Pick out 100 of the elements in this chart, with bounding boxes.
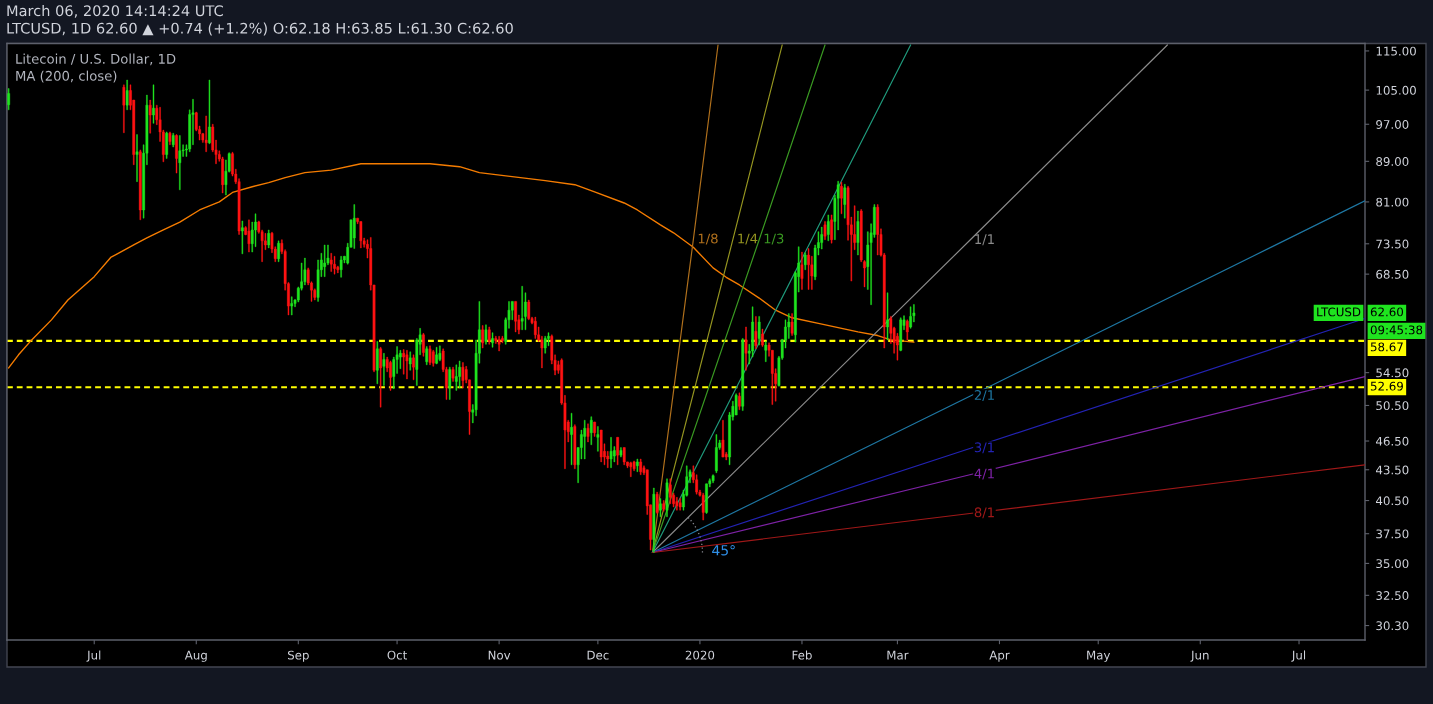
series-label: 1/8: [698, 233, 718, 245]
candlestick: [905, 319, 909, 341]
candlestick: [790, 313, 794, 336]
x-tick-label: Nov: [488, 650, 511, 660]
candlestick: [655, 491, 659, 514]
y-tick-label: 97.00: [1376, 119, 1409, 129]
candlestick: [668, 478, 672, 504]
candlestick: [757, 316, 761, 346]
candlestick: [520, 286, 524, 330]
candlestick: [741, 338, 745, 411]
y-tick-label: 89.00: [1376, 157, 1409, 166]
candlestick: [491, 332, 494, 348]
candlestick: [527, 299, 531, 321]
candlestick: [589, 416, 593, 445]
candlestick: [843, 184, 847, 219]
candlestick: [405, 350, 409, 380]
candlestick: [586, 423, 590, 443]
ref-line-label: 58.67: [1370, 342, 1403, 352]
candlestick: [570, 413, 573, 466]
x-tick-label: May: [1087, 650, 1111, 662]
candlestick: [622, 447, 626, 466]
candlestick: [458, 360, 461, 389]
candlestick: [204, 115, 208, 152]
candlestick: [701, 492, 705, 521]
candlestick: [754, 316, 758, 350]
candlestick: [168, 131, 172, 145]
annotation: LTCUSD: [1317, 307, 1361, 317]
candlestick: [662, 500, 666, 512]
candlestick: [609, 437, 613, 468]
candlestick: [744, 326, 748, 371]
candlestick: [178, 135, 182, 191]
y-tick-label: 35.00: [1376, 559, 1409, 569]
y-tick-label: 46.50: [1375, 436, 1409, 446]
candlestick: [339, 256, 343, 278]
candlestick: [826, 214, 830, 242]
candlestick: [382, 353, 386, 386]
candlestick: [171, 133, 175, 148]
candlestick: [738, 392, 741, 410]
line-series: [7, 163, 915, 369]
x-tick-label: Aug: [184, 650, 207, 662]
candlestick: [856, 210, 860, 256]
x-tick-label: Jun: [1190, 650, 1209, 662]
series-label: 3/1: [974, 442, 994, 454]
candlestick: [389, 360, 392, 391]
y-tick-label: 54.50: [1376, 368, 1409, 378]
y-tick-label: 32.50: [1376, 591, 1409, 600]
y-tick-label: 105.00: [1376, 85, 1416, 95]
series-label: 4/1: [974, 468, 994, 480]
candlestick: [678, 498, 682, 511]
candlestick: [899, 317, 903, 352]
candlestick: [711, 474, 715, 484]
y-tick-label: 81.00: [1376, 197, 1409, 207]
text: Litecoin / U.S. Dollar, 1D: [16, 53, 176, 66]
candlestick: [909, 306, 912, 329]
candlestick: [675, 497, 679, 511]
text: MA (200, close): [16, 70, 117, 83]
candlestick: [543, 336, 547, 354]
series-label: 8/1: [974, 507, 994, 519]
candlestick: [352, 204, 356, 249]
candlestick: [876, 204, 880, 256]
candlestick: [7, 88, 11, 111]
candlestick: [629, 461, 633, 477]
candlestick: [803, 252, 807, 270]
candlestick: [408, 351, 412, 371]
candlestick: [454, 364, 458, 391]
candlestick: [435, 347, 438, 365]
candlestick: [290, 296, 294, 316]
candlestick: [665, 478, 669, 518]
candlestick: [359, 221, 363, 249]
candlestick: [277, 240, 280, 262]
candlestick: [487, 326, 491, 345]
candlestick: [583, 420, 587, 460]
candlestick: [514, 301, 517, 333]
candlestick: [375, 341, 379, 385]
x-tick-label: Dec: [587, 650, 609, 660]
candlestick: [596, 426, 600, 452]
candlestick: [461, 362, 465, 389]
text: LTCUSD, 1D 62.60 ▲ +0.74 (+1.2%) O:62.18 H:63.85 L:61.30 C:62.60: [7, 22, 513, 36]
x-tick-label: Mar: [887, 650, 909, 660]
candlestick: [840, 181, 843, 214]
candlestick: [652, 487, 656, 553]
y-tick-label: 50.50: [1376, 401, 1409, 411]
x-tick-label: Oct: [387, 650, 407, 660]
annotation: 45°: [712, 545, 735, 556]
candlestick: [761, 328, 764, 347]
candlestick: [267, 229, 271, 249]
candlestick: [412, 354, 415, 381]
candlestick: [636, 458, 639, 472]
candlestick: [715, 434, 718, 473]
x-tick-label: Jul: [86, 650, 101, 662]
ref-line-label: 52.69: [1370, 381, 1403, 391]
x-tick-label: Apr: [989, 650, 1010, 662]
y-tick-label: 115.00: [1376, 46, 1416, 56]
candlestick: [148, 99, 152, 134]
candlestick: [323, 244, 327, 277]
candlestick: [830, 214, 833, 244]
text: 09:45:38: [1370, 325, 1423, 335]
candlestick: [764, 341, 768, 362]
candlestick: [448, 366, 452, 400]
candlestick: [125, 79, 129, 111]
